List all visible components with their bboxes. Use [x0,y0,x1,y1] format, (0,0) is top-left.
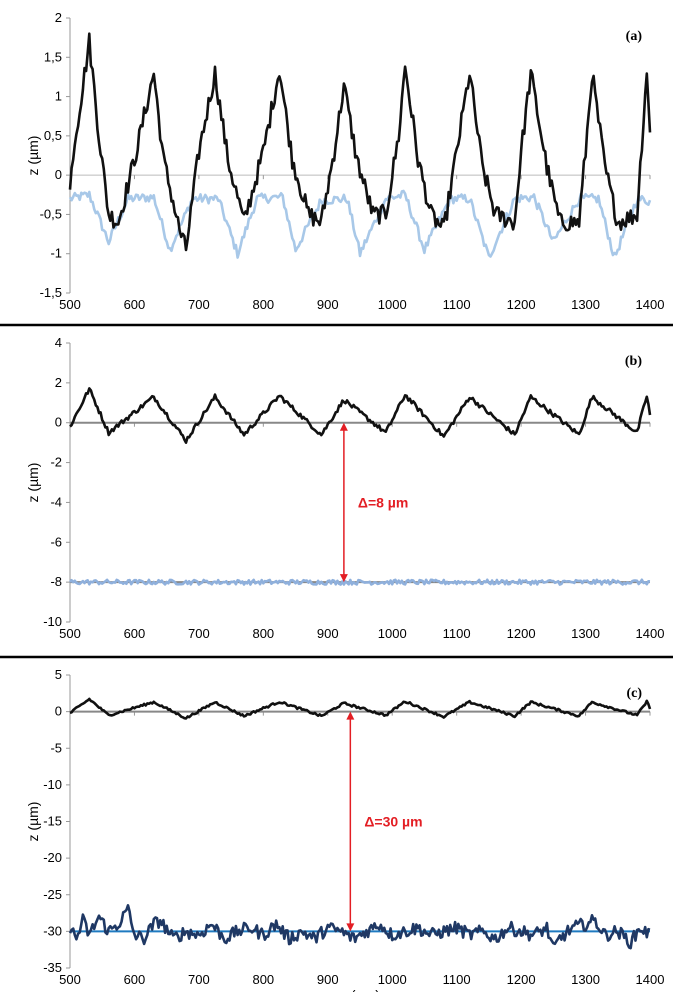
y-tick-label: 0 [55,704,62,719]
delta-annotation: Δ=8 µm [358,494,408,510]
x-tick-label: 600 [124,972,146,987]
series-line [68,904,651,950]
y-tick-label: 0 [55,415,62,430]
y-tick-label: 5 [55,667,62,682]
x-tick-label: 900 [317,297,339,312]
delta-annotation: Δ=30 µm [364,814,422,830]
delta-arrow-head-top [346,711,355,720]
x-tick-label: 1100 [443,972,471,987]
x-tick-label: 1300 [571,297,600,312]
y-tick-label: 2 [55,375,62,390]
x-tick-label: 1000 [378,626,407,641]
y-tick-label: 2 [55,10,62,25]
series-line [69,697,652,720]
y-tick-label: -0,5 [40,206,62,221]
x-tick-label: 700 [188,972,210,987]
delta-arrow-head-bottom [346,923,355,932]
delta-arrow-head-bottom [339,574,348,583]
y-tick-label: 1 [55,89,62,104]
panel-label: (b) [625,354,642,369]
panel-label: (c) [626,686,642,701]
y-axis-label: z (µm) [25,136,41,176]
y-tick-label: -35 [43,960,62,975]
x-tick-label: 1100 [443,626,471,641]
x-tick-label: 1400 [636,626,665,641]
x-tick-label: 1300 [571,626,600,641]
x-tick-label: 500 [59,297,81,312]
x-tick-label: 500 [59,972,81,987]
x-tick-label: 900 [317,626,339,641]
x-axis-label: x (µm) [340,987,380,992]
series-line [68,32,652,252]
y-tick-label: -5 [50,740,62,755]
y-tick-label: -2 [50,455,62,470]
x-tick-label: 500 [59,626,81,641]
x-tick-label: 1300 [571,972,600,987]
y-tick-label: -1,5 [40,285,62,300]
x-tick-label: 1000 [378,972,407,987]
y-tick-label: -30 [43,923,62,938]
y-axis-label: z (µm) [25,463,41,503]
y-tick-label: 4 [55,335,62,350]
x-tick-label: 1000 [378,297,407,312]
x-tick-label: 1400 [636,297,665,312]
y-tick-label: -1 [50,246,62,261]
y-tick-label: 1,5 [44,49,62,64]
x-tick-label: 1200 [507,626,536,641]
y-tick-label: -20 [43,850,62,865]
x-tick-label: 900 [317,972,339,987]
x-tick-label: 1200 [507,297,536,312]
x-tick-label: 600 [124,297,146,312]
y-tick-label: -15 [43,814,62,829]
y-tick-label: -6 [50,534,62,549]
y-tick-label: -25 [43,887,62,902]
x-tick-label: 800 [252,626,274,641]
y-tick-label: -4 [50,494,62,509]
x-tick-label: 1200 [507,972,536,987]
x-tick-label: 600 [124,626,146,641]
series-line [69,387,652,444]
x-tick-label: 700 [188,297,210,312]
x-tick-label: 800 [252,972,274,987]
y-tick-label: -8 [50,574,62,589]
x-tick-label: 1100 [443,297,471,312]
delta-arrow-head-top [339,422,348,431]
panel-label: (a) [626,29,643,44]
x-tick-label: 700 [188,626,210,641]
series-line [68,189,652,259]
x-tick-label: 800 [252,297,274,312]
y-tick-label: -10 [43,777,62,792]
y-axis-label: z (µm) [25,802,41,842]
y-tick-label: 0 [55,167,62,182]
series-line [69,578,651,586]
y-tick-label: -10 [43,614,62,629]
y-tick-label: 0,5 [44,128,62,143]
x-tick-label: 1400 [636,972,665,987]
